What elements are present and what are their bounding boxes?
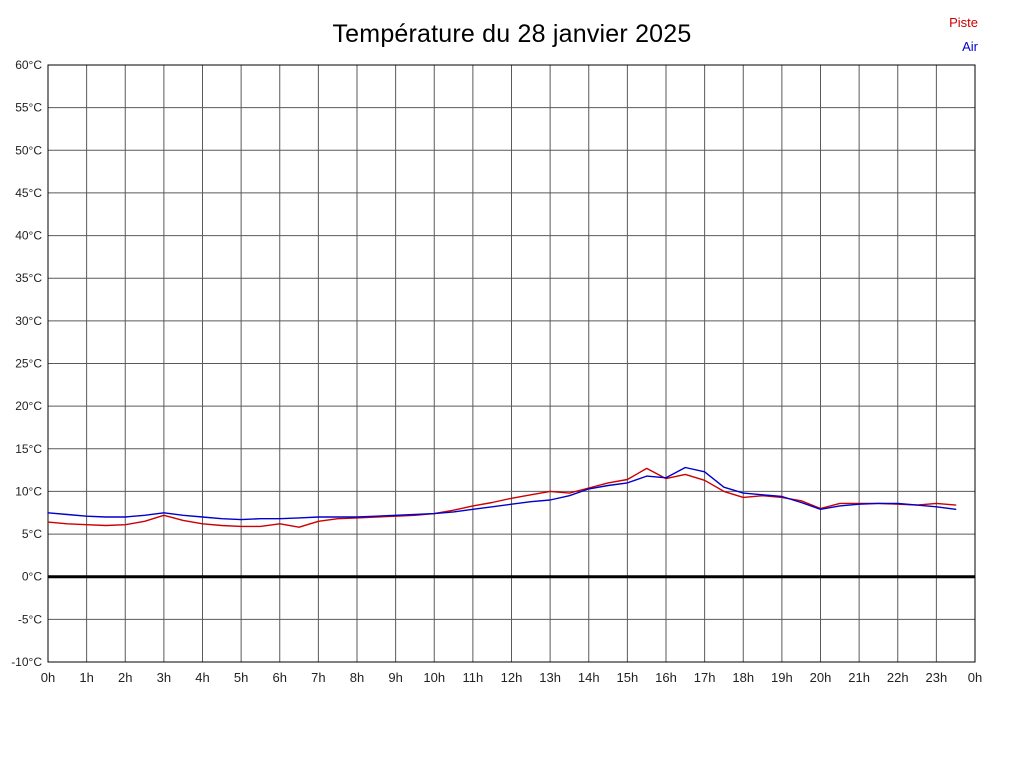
y-tick-label: 60°C <box>15 58 42 72</box>
x-tick-label: 8h <box>350 670 364 685</box>
series-line-air <box>47 466 957 521</box>
x-tick-label: 23h <box>926 670 948 685</box>
x-tick-label: 18h <box>732 670 754 685</box>
y-tick-label: 50°C <box>15 143 42 157</box>
x-tick-label: 5h <box>234 670 248 685</box>
x-tick-label: 12h <box>501 670 523 685</box>
x-tick-label: 4h <box>195 670 209 685</box>
y-tick-label: 25°C <box>15 357 42 371</box>
x-tick-label: 0h <box>968 670 982 685</box>
x-tick-label: 7h <box>311 670 325 685</box>
y-tick-label: 45°C <box>15 186 42 200</box>
x-tick-label: 13h <box>539 670 561 685</box>
x-tick-label: 15h <box>617 670 639 685</box>
y-tick-label: 5°C <box>22 527 42 541</box>
x-tick-label: 2h <box>118 670 132 685</box>
x-tick-label: 1h <box>79 670 93 685</box>
legend: Piste Air <box>949 11 978 59</box>
chart-title: Température du 28 janvier 2025 <box>332 20 692 48</box>
y-tick-label: 30°C <box>15 314 42 328</box>
x-tick-label: 14h <box>578 670 600 685</box>
x-tick-label: 22h <box>887 670 909 685</box>
x-tick-label: 9h <box>388 670 402 685</box>
series-line-piste <box>47 467 957 528</box>
x-tick-label: 20h <box>810 670 832 685</box>
y-tick-label: 40°C <box>15 229 42 243</box>
y-tick-label: -5°C <box>18 612 42 626</box>
x-tick-label: 16h <box>655 670 677 685</box>
x-tick-label: 3h <box>157 670 171 685</box>
x-tick-label: 11h <box>463 670 484 685</box>
y-tick-label: -10°C <box>11 655 42 669</box>
y-tick-label: 10°C <box>15 484 42 498</box>
x-tick-label: 17h <box>694 670 716 685</box>
x-tick-label: 19h <box>771 670 793 685</box>
x-tick-label: 0h <box>41 670 55 685</box>
x-tick-label: 6h <box>273 670 287 685</box>
y-tick-label: 0°C <box>22 570 42 584</box>
y-tick-label: 55°C <box>15 101 42 115</box>
y-tick-label: 15°C <box>15 442 42 456</box>
x-tick-label: 10h <box>423 670 445 685</box>
y-tick-label: 35°C <box>15 271 42 285</box>
legend-item-air: Air <box>962 39 978 54</box>
plot-border <box>47 64 976 663</box>
y-tick-label: 20°C <box>15 399 42 413</box>
x-tick-label: 21h <box>848 670 870 685</box>
legend-item-piste: Piste <box>949 15 978 30</box>
